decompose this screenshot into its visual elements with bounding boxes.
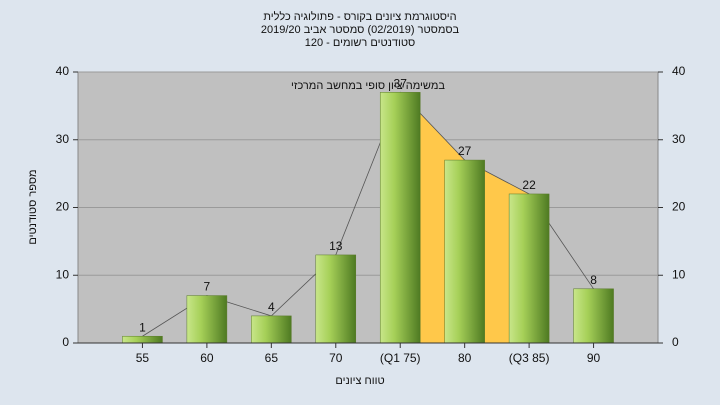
bar — [444, 159, 485, 344]
x-tick-label: (Q3 85) — [509, 351, 550, 365]
y-tick-label: 10 — [56, 267, 70, 281]
bar — [251, 315, 292, 344]
value-label: 4 — [268, 300, 275, 314]
value-label: 37 — [394, 76, 408, 90]
x-tick-label: 60 — [200, 351, 214, 365]
chart-subtitle: בסמסטר (02/2019) סמסטר אביב 2019/20 — [261, 24, 460, 36]
chart-title: היסטוגרמת ציונים בקורס - פתולוגיה כללית — [263, 10, 456, 23]
y-tick-label: 40 — [56, 64, 70, 78]
annotation: במשימה ציון סופי במחשב המרכזי — [291, 80, 445, 92]
y2-tick-label: 0 — [672, 335, 679, 349]
y2-tick-label: 10 — [672, 267, 686, 281]
bar — [508, 193, 550, 344]
bar — [315, 254, 357, 344]
y-tick-label: 20 — [56, 200, 70, 214]
value-label: 7 — [204, 280, 211, 294]
x-tick-label: 90 — [587, 351, 601, 365]
x-tick-label: 55 — [136, 351, 150, 365]
y2-tick-label: 40 — [672, 64, 686, 78]
x-tick-label: (Q1 75) — [380, 351, 421, 365]
value-label: 13 — [329, 239, 343, 253]
y-tick-label: 30 — [56, 132, 70, 146]
bar — [186, 295, 228, 344]
value-label: 8 — [590, 273, 597, 287]
y2-tick-label: 20 — [672, 200, 686, 214]
x-tick-label: 65 — [265, 351, 279, 365]
bar — [122, 335, 163, 344]
bar — [379, 92, 421, 344]
value-label: 22 — [522, 178, 536, 192]
y-tick-label: 0 — [62, 335, 69, 349]
y-axis-label: מספר סטודנטים — [27, 169, 39, 244]
x-axis-label: טווח ציונים — [335, 375, 384, 387]
value-label: 1 — [139, 320, 146, 334]
bar — [573, 288, 614, 344]
value-label: 27 — [458, 144, 472, 158]
chart-subtitle: סטודנטים רשומים - 120 — [305, 37, 416, 49]
x-tick-label: 80 — [458, 351, 472, 365]
x-tick-label: 70 — [329, 351, 343, 365]
y2-tick-label: 30 — [672, 132, 686, 146]
